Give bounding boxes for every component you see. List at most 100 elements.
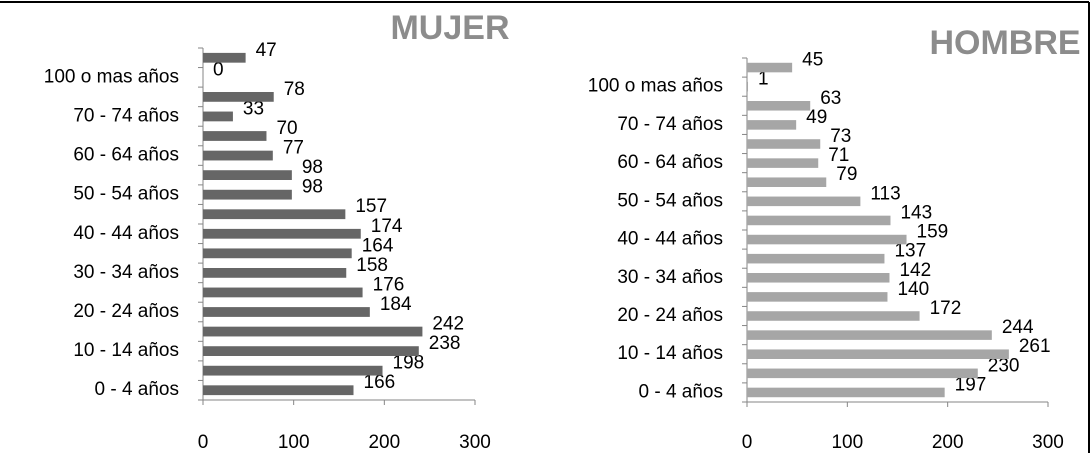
y-tick-label: 0 - 4 años bbox=[95, 379, 180, 400]
y-tick-label: 50 - 54 años bbox=[73, 184, 179, 205]
y-tick-label: 100 o mas años bbox=[588, 76, 723, 97]
bar bbox=[747, 349, 1009, 359]
data-label: 77 bbox=[283, 138, 304, 159]
x-tick-label: 100 bbox=[831, 432, 863, 453]
bar bbox=[747, 330, 992, 340]
bar bbox=[747, 101, 811, 111]
data-label: 238 bbox=[429, 333, 461, 354]
y-tick-label: 70 - 74 años bbox=[73, 105, 179, 126]
data-label: 47 bbox=[256, 40, 277, 61]
y-tick-label: 50 - 54 años bbox=[617, 190, 723, 211]
data-label: 172 bbox=[930, 298, 962, 319]
y-tick-label: 30 - 34 años bbox=[73, 262, 179, 283]
x-tick-label: 0 bbox=[198, 432, 209, 453]
bar bbox=[203, 92, 274, 102]
y-tick-label: 10 - 14 años bbox=[73, 340, 179, 361]
bar bbox=[203, 346, 419, 356]
data-label: 79 bbox=[836, 164, 857, 185]
data-label: 98 bbox=[302, 177, 323, 198]
bar bbox=[747, 81, 749, 92]
x-tick-label: 200 bbox=[368, 432, 400, 453]
bar bbox=[747, 234, 907, 245]
bar bbox=[203, 326, 423, 337]
data-label: 113 bbox=[870, 183, 900, 204]
bar bbox=[203, 189, 292, 200]
data-label: 244 bbox=[1002, 317, 1034, 338]
data-label: 261 bbox=[1019, 336, 1051, 357]
x-tick-label: 300 bbox=[1032, 432, 1064, 453]
chart-title: HOMBRE bbox=[929, 24, 1080, 62]
bar bbox=[747, 273, 890, 283]
y-tick-label: 70 - 74 años bbox=[617, 114, 723, 135]
bar bbox=[747, 177, 827, 187]
bar bbox=[203, 385, 354, 396]
data-label: 1 bbox=[758, 69, 769, 90]
x-tick-label: 100 bbox=[278, 432, 310, 453]
data-label: 137 bbox=[894, 241, 926, 262]
bar bbox=[747, 368, 978, 379]
x-tick-label: 300 bbox=[459, 432, 491, 453]
bar bbox=[203, 209, 346, 220]
y-tick-label: 10 - 14 años bbox=[617, 343, 723, 364]
chart-title: MUJER bbox=[390, 9, 509, 47]
data-label: 143 bbox=[900, 202, 932, 223]
bar bbox=[203, 287, 363, 298]
data-label: 71 bbox=[828, 145, 849, 166]
y-tick-label: 20 - 24 años bbox=[73, 301, 179, 322]
bar bbox=[747, 253, 885, 264]
y-tick-label: 100 o mas años bbox=[44, 66, 179, 87]
y-tick-label: 0 - 4 años bbox=[639, 381, 724, 402]
data-label: 197 bbox=[955, 374, 987, 395]
x-tick-label: 0 bbox=[742, 432, 753, 453]
bar bbox=[203, 307, 370, 317]
data-label: 73 bbox=[830, 126, 851, 147]
y-tick-label: 40 - 44 años bbox=[73, 223, 179, 244]
bar bbox=[747, 120, 797, 130]
data-label: 159 bbox=[917, 222, 949, 243]
data-label: 198 bbox=[393, 353, 425, 374]
data-label: 142 bbox=[899, 260, 931, 281]
bar bbox=[203, 228, 361, 239]
data-label: 174 bbox=[371, 216, 403, 237]
data-label: 70 bbox=[276, 118, 297, 139]
y-tick-label: 20 - 24 años bbox=[617, 305, 723, 326]
bar bbox=[747, 387, 945, 398]
bar bbox=[203, 248, 352, 259]
bar bbox=[747, 158, 819, 168]
data-label: 164 bbox=[362, 235, 394, 256]
bar bbox=[203, 52, 246, 63]
data-label: 0 bbox=[213, 59, 224, 80]
bar bbox=[747, 62, 793, 73]
y-tick-label: 40 - 44 años bbox=[617, 229, 723, 250]
data-label: 176 bbox=[373, 274, 405, 295]
bar bbox=[747, 215, 891, 226]
y-tick-label: 30 - 34 años bbox=[617, 267, 723, 288]
bar bbox=[747, 292, 888, 302]
x-tick-label: 200 bbox=[932, 432, 964, 453]
data-label: 157 bbox=[355, 196, 387, 217]
data-label: 33 bbox=[243, 98, 264, 119]
bar bbox=[747, 311, 920, 321]
bar bbox=[203, 131, 267, 141]
data-label: 166 bbox=[364, 372, 396, 393]
data-label: 63 bbox=[820, 88, 841, 109]
bar bbox=[747, 196, 861, 207]
bar bbox=[203, 268, 347, 278]
data-label: 49 bbox=[806, 107, 827, 128]
y-tick-label: 60 - 64 años bbox=[73, 145, 179, 166]
data-label: 242 bbox=[432, 314, 464, 335]
bar bbox=[203, 150, 273, 161]
data-label: 78 bbox=[284, 79, 305, 100]
y-tick-label: 60 - 64 años bbox=[617, 152, 723, 173]
bar bbox=[203, 365, 383, 376]
data-label: 140 bbox=[897, 279, 929, 300]
data-label: 184 bbox=[380, 294, 412, 315]
data-label: 158 bbox=[356, 255, 388, 276]
bar bbox=[747, 139, 821, 149]
data-label: 45 bbox=[802, 50, 823, 71]
bar bbox=[203, 111, 233, 122]
data-label: 98 bbox=[302, 157, 323, 178]
data-label: 230 bbox=[988, 355, 1020, 376]
bar bbox=[203, 170, 292, 180]
